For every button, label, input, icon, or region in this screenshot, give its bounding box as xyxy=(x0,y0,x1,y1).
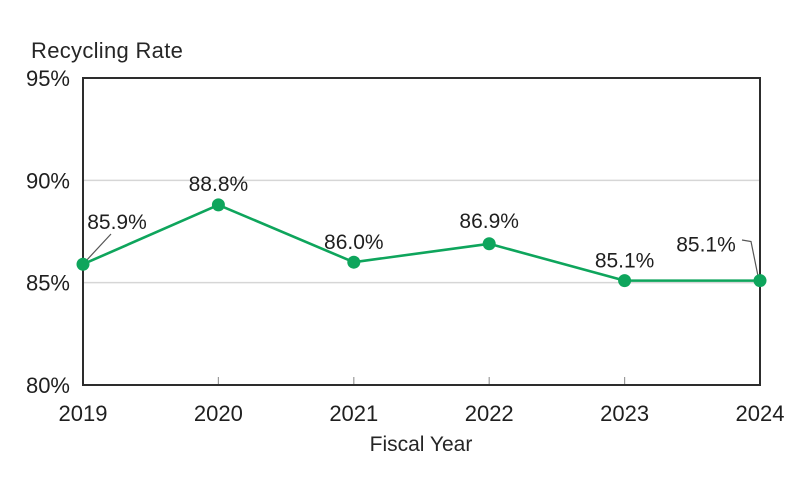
x-axis-tick-label: 2024 xyxy=(736,401,785,426)
data-point xyxy=(482,237,496,251)
x-axis-tick-label: 2019 xyxy=(59,401,108,426)
x-axis-tick-label: 2023 xyxy=(600,401,649,426)
x-axis-tick-label: 2021 xyxy=(329,401,378,426)
y-axis-tick-label: 80% xyxy=(26,373,70,398)
data-point xyxy=(753,274,767,288)
point-value-label: 88.8% xyxy=(189,173,249,196)
point-value-label: 86.0% xyxy=(324,231,384,254)
y-axis-tick-label: 90% xyxy=(26,168,70,193)
chart-title: Recycling Rate xyxy=(31,38,184,63)
point-value-label: 85.9% xyxy=(87,211,147,234)
plot-border xyxy=(82,77,761,386)
y-axis-tick-label: 85% xyxy=(26,271,70,296)
data-point xyxy=(211,198,225,212)
label-leader-line xyxy=(84,233,112,263)
point-value-label: 85.1% xyxy=(595,250,655,273)
point-value-label: 86.9% xyxy=(459,210,519,233)
data-point xyxy=(76,257,90,271)
point-value-label: 85.1% xyxy=(676,234,736,257)
label-leader-line xyxy=(741,239,759,277)
y-axis-tick-label: 95% xyxy=(26,66,70,91)
data-point xyxy=(618,274,632,288)
x-axis-tick-label: 2022 xyxy=(465,401,514,426)
x-axis-title: Fiscal Year xyxy=(369,433,473,456)
data-point xyxy=(347,255,361,269)
x-axis-tick-label: 2020 xyxy=(194,401,243,426)
trend-line xyxy=(81,203,762,282)
